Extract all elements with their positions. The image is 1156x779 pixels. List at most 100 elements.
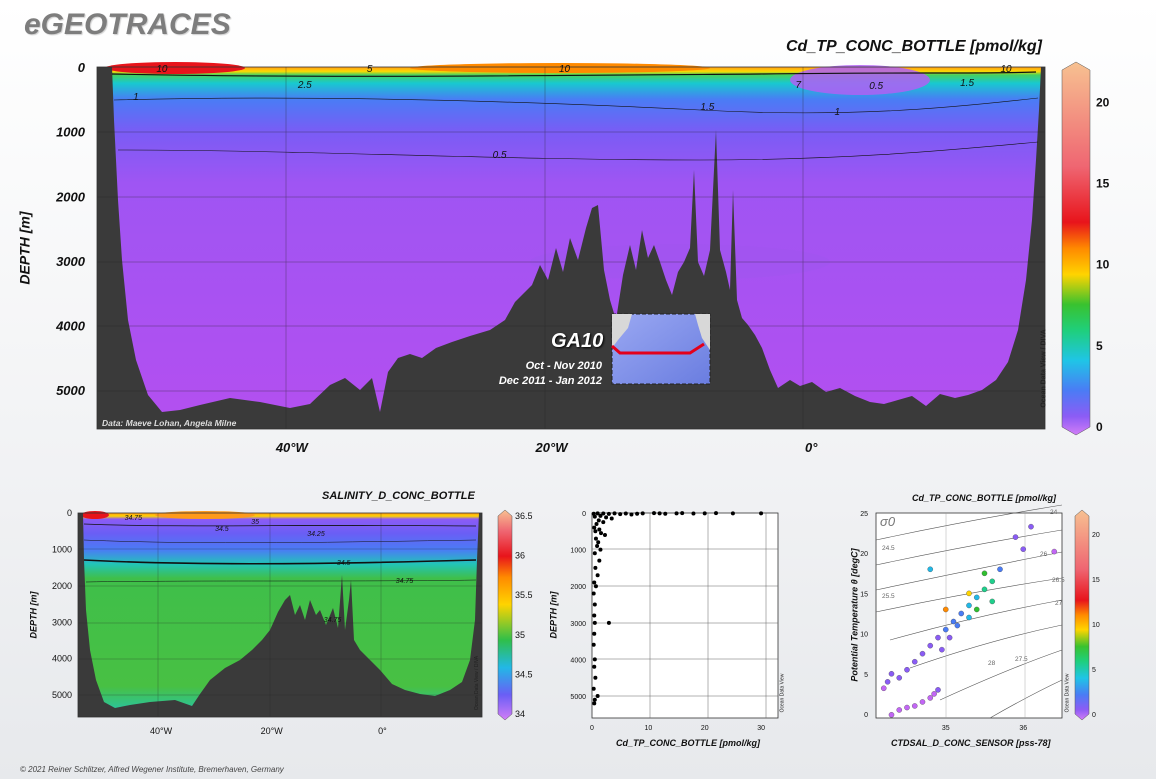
seafloor-terrain <box>97 67 1045 429</box>
main-contour-label: 5 <box>367 64 373 75</box>
profile-point <box>597 558 602 563</box>
main-colorbar-tick: 15 <box>1096 177 1110 191</box>
profile-point <box>618 512 623 517</box>
ts-point <box>981 570 988 577</box>
ts-title: Cd_TP_CONC_BOTTLE [pmol/kg] <box>912 493 1057 503</box>
profile-point <box>593 536 598 541</box>
main-section-plot <box>96 62 1046 430</box>
main-contour-label: 1 <box>133 92 139 103</box>
ts-ytick: 0 <box>864 712 868 719</box>
isopycnal-label: 26.5 <box>1052 577 1065 584</box>
ts-point <box>974 606 980 613</box>
salinity-contour-label: 34.75 <box>324 617 342 624</box>
profile-point <box>612 511 617 516</box>
ts-xlabel: CTDSAL_D_CONC_SENSOR [pss-78] <box>891 738 1051 748</box>
ts-point <box>954 622 961 629</box>
profile-point <box>591 591 596 596</box>
ts-point <box>927 642 934 649</box>
main-colorbar-label: Ocean Data View / DIVA <box>1040 329 1048 408</box>
ts-colorbar-tick: 15 <box>1092 577 1100 584</box>
profile-point <box>592 620 597 625</box>
profile-xtick: 0 <box>590 725 594 732</box>
ts-point <box>997 566 1003 573</box>
isopycnal-labels: 24 24.5 25.5 26 26.5 27 27.5 28 <box>882 509 1065 667</box>
isopycnal-label: 24.5 <box>882 545 895 552</box>
main-ytick: 4000 <box>55 319 86 334</box>
ts-point <box>950 618 957 625</box>
salinity-terrain <box>78 513 482 717</box>
profile-plot-frame <box>591 512 779 719</box>
profile-point <box>629 512 634 517</box>
profile-point <box>595 543 600 548</box>
main-ytick: 0 <box>78 60 86 75</box>
main-ytick: 5000 <box>56 383 86 398</box>
salinity-ylabel: DEPTH [m] <box>28 591 39 639</box>
main-ytick: 2000 <box>55 189 86 204</box>
profile-point <box>592 580 597 585</box>
ts-point <box>896 675 903 681</box>
ts-point <box>966 602 972 609</box>
profile-ytick: 2000 <box>570 584 586 591</box>
profile-point <box>598 513 603 518</box>
isopycnal-label: 27.5 <box>1015 656 1028 663</box>
salinity-title: SALINITY_D_CONC_BOTTLE <box>322 490 475 502</box>
profile-xtick: 10 <box>644 725 652 732</box>
profile-point <box>602 532 607 537</box>
salinity-colorbar-tick: 35 <box>515 630 525 640</box>
salinity-contour-label: 34.75 <box>396 578 414 585</box>
salinity-ytick: 0 <box>67 508 72 518</box>
ts-xtick: 35 <box>942 725 950 732</box>
cruise-date-1: Oct - Nov 2010 <box>525 360 602 372</box>
main-colorbar-tick: 10 <box>1096 258 1110 272</box>
profile-point <box>663 511 668 516</box>
salinity-ytick: 2000 <box>52 581 72 591</box>
profile-points <box>591 511 764 706</box>
profile-point <box>593 529 598 534</box>
main-colorbar-tick: 20 <box>1096 95 1110 109</box>
salinity-xtick: 40°W <box>150 726 173 736</box>
ts-point <box>946 634 953 641</box>
profile-point <box>592 514 597 519</box>
profile-ytick: 1000 <box>570 548 586 555</box>
profile-point <box>640 511 645 516</box>
ts-xtick: 36 <box>1019 725 1027 732</box>
profile-point <box>598 547 603 552</box>
salinity-surface-orange <box>155 511 255 519</box>
ts-point <box>931 691 937 697</box>
main-contour-labels: 10 5 10 2.5 1 1.5 1 0.5 7 0.5 1.5 10 <box>133 64 1012 161</box>
salinity-ytick: 5000 <box>52 690 72 700</box>
main-ylabel: DEPTH [m] <box>16 211 33 285</box>
ts-ytick: 5 <box>864 672 868 679</box>
profile-point <box>596 540 601 545</box>
main-colorbar <box>1061 61 1091 436</box>
isopycnal-label: 27 <box>1055 600 1063 607</box>
ts-point <box>943 606 949 613</box>
profile-point <box>591 686 596 691</box>
salinity-xtick: 0° <box>378 726 387 736</box>
ts-point <box>884 679 891 685</box>
ts-point <box>881 685 887 692</box>
profile-ytick: 0 <box>582 511 586 518</box>
cruise-date-2: Dec 2011 - Jan 2012 <box>498 375 602 387</box>
main-ytick: 3000 <box>56 254 86 269</box>
main-contour-label: 1.5 <box>700 102 714 113</box>
ts-point <box>904 667 910 673</box>
profile-xlabel: Cd_TP_CONC_BOTTLE [pmol/kg] <box>616 738 761 748</box>
profile-ytick: 5000 <box>570 694 586 701</box>
profile-point <box>594 521 599 526</box>
ts-colorbar-tick: 10 <box>1092 622 1100 629</box>
isopycnal-label: 25.5 <box>882 593 895 600</box>
ts-point <box>1012 534 1019 540</box>
ts-point <box>989 578 996 585</box>
profile-point <box>592 525 597 530</box>
ts-colorbar-tick: 20 <box>1092 532 1100 539</box>
salinity-surface-red <box>81 511 109 519</box>
ts-point <box>919 650 926 657</box>
brand-logo: eGEOTRACES <box>24 8 231 41</box>
profile-ytick: 3000 <box>570 621 586 628</box>
profile-point <box>596 518 601 523</box>
ts-point <box>888 712 895 718</box>
profile-point <box>635 511 640 516</box>
